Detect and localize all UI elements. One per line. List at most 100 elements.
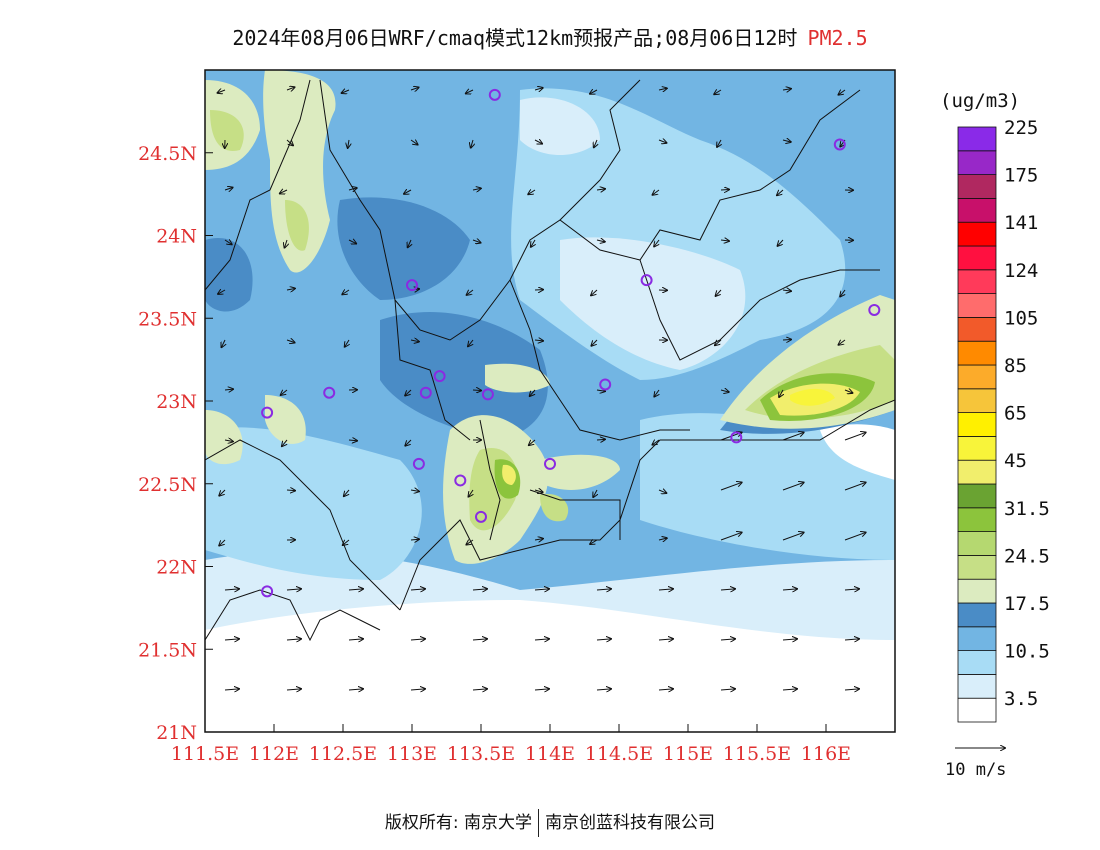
wind-arrow	[720, 390, 729, 392]
lon-tick-label: 112E	[249, 743, 299, 765]
wind-arrow	[472, 689, 487, 690]
wind-arrow	[714, 90, 722, 94]
copyright-text: 版权所有: 南京大学	[384, 813, 533, 833]
colorbar-label: 141	[1004, 212, 1038, 234]
wind-arrow	[778, 239, 784, 246]
colorbar-label: 3.5	[1004, 688, 1038, 710]
footer: 版权所有: 南京大学 南京创蓝科技有限公司	[0, 808, 1100, 837]
admin-boundaries	[205, 79, 895, 642]
colorbar-swatch	[957, 316, 997, 342]
wind-arrow	[779, 389, 783, 397]
wind-arrow	[410, 689, 425, 690]
wind-arrow	[472, 240, 481, 243]
wind-arrow	[654, 389, 659, 397]
wind-arrow	[405, 389, 412, 395]
wind-arrow	[410, 490, 419, 491]
lat-tick-label: 22.5N	[138, 474, 197, 496]
wind-arrow	[410, 589, 425, 590]
wind-arrow	[534, 340, 543, 341]
wind-arrow	[410, 639, 425, 640]
lon-tick-label: 113E	[387, 743, 437, 765]
colorbar-swatch	[957, 483, 997, 509]
colorbar-label: 85	[1004, 355, 1027, 377]
wind-arrow	[224, 589, 239, 590]
colorbar-label: 17.5	[1004, 593, 1050, 615]
wind-arrow	[782, 532, 804, 541]
wind-arrow	[342, 290, 350, 294]
wind-arrow	[219, 539, 226, 546]
wind-arrow	[591, 339, 598, 346]
wind-arrow	[286, 639, 301, 640]
colorbar-swatch	[957, 197, 997, 223]
station-marker	[323, 386, 336, 399]
colorbar-label: 31.5	[1004, 498, 1050, 520]
wind-arrow	[534, 589, 549, 590]
wind-arrow	[348, 440, 357, 441]
colorbar-swatch	[957, 340, 997, 366]
wind-arrow	[782, 89, 791, 90]
lat-tick-label: 24N	[156, 226, 197, 248]
wind-arrow	[534, 639, 549, 640]
wind-arrow	[472, 639, 487, 640]
wind-arrow	[720, 240, 729, 241]
wind-arrow	[468, 339, 473, 346]
wind-arrow	[410, 140, 418, 145]
colorbar-swatch	[957, 126, 997, 152]
wind-arrow	[658, 538, 667, 540]
latitude-axis: 24.5N 24N 23.5N 23N 22.5N 22N 21.5N 21N	[138, 143, 213, 744]
wind-arrow	[472, 589, 487, 590]
wind-arrow	[717, 139, 721, 147]
wind-arrow	[348, 240, 356, 244]
lon-tick-label: 115E	[663, 743, 713, 765]
lon-tick-label: 113.5E	[447, 743, 515, 765]
colorbar-units: (ug/m3)	[940, 90, 1021, 112]
colorbar-swatch	[957, 221, 997, 247]
wind-arrow	[286, 87, 294, 90]
colorbar-swatch	[957, 578, 997, 604]
wind-arrow	[658, 589, 673, 590]
wind-arrow	[529, 439, 536, 445]
colorbar-swatch	[957, 293, 997, 318]
wind-arrow	[782, 639, 797, 640]
colorbar-swatch	[957, 459, 997, 485]
wind-arrow	[348, 639, 363, 640]
wind-reference-label: 10 m/s	[945, 760, 1007, 780]
colorbar-label: 65	[1004, 403, 1027, 425]
lat-tick-label: 22N	[156, 557, 197, 579]
colorbar-label: 24.5	[1004, 545, 1050, 567]
wind-arrow	[348, 689, 363, 690]
wind-arrow	[653, 190, 660, 195]
colorbar-label: 105	[1004, 307, 1038, 329]
footer-divider	[538, 809, 540, 837]
wind-arrow	[528, 190, 536, 194]
wind-arrow	[591, 289, 598, 295]
wind-arrow	[280, 190, 288, 193]
wind-arrow	[720, 639, 735, 640]
station-marker	[406, 279, 418, 292]
wind-arrow	[844, 432, 866, 441]
wind-arrow	[224, 639, 239, 640]
wind-vector-field	[218, 87, 866, 690]
colorbar-swatch	[957, 388, 997, 413]
wind-arrow	[658, 639, 673, 640]
colorbar-swatch	[957, 435, 997, 461]
wind-arrow	[596, 240, 605, 242]
wind-arrow	[782, 589, 797, 590]
wind-arrow	[286, 689, 301, 690]
wind-arrow	[530, 389, 536, 396]
wind-arrow	[596, 390, 605, 391]
colorbar-label: 10.5	[1004, 641, 1050, 663]
colorbar: 3.5 10.5 17.5 24.5 31.5 45 65 85 105 124 141 175 225	[957, 117, 1050, 723]
wind-arrow	[218, 90, 226, 93]
colorbar-swatch	[957, 412, 997, 437]
wind-arrow	[282, 439, 287, 446]
colorbar-swatch	[957, 245, 997, 271]
wind-arrow	[534, 140, 542, 144]
map-title: 2024年08月06日WRF/cmaq模式12km预报产品;08月06日12时 P…	[0, 22, 1100, 51]
colorbar-label: 175	[1004, 165, 1038, 187]
wind-arrow	[348, 188, 357, 190]
wind-arrow	[531, 239, 535, 247]
wind-arrow	[720, 482, 742, 491]
wind-arrow	[593, 489, 597, 497]
